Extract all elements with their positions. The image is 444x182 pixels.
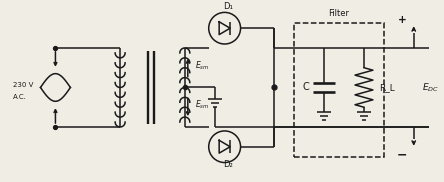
Text: Filter: Filter xyxy=(329,9,349,18)
Text: R_L: R_L xyxy=(379,83,395,92)
Text: D₂: D₂ xyxy=(223,161,233,169)
Text: +: + xyxy=(397,15,406,25)
Text: D₁: D₁ xyxy=(223,2,233,11)
Text: $E_{sm}$: $E_{sm}$ xyxy=(195,99,209,112)
Text: −: − xyxy=(396,148,407,161)
Text: 230 V: 230 V xyxy=(12,82,33,88)
Text: A.C.: A.C. xyxy=(12,94,27,100)
Text: $E_{DC}$: $E_{DC}$ xyxy=(422,81,439,94)
Text: $E_{sm}$: $E_{sm}$ xyxy=(195,60,209,72)
Text: C: C xyxy=(303,82,309,92)
